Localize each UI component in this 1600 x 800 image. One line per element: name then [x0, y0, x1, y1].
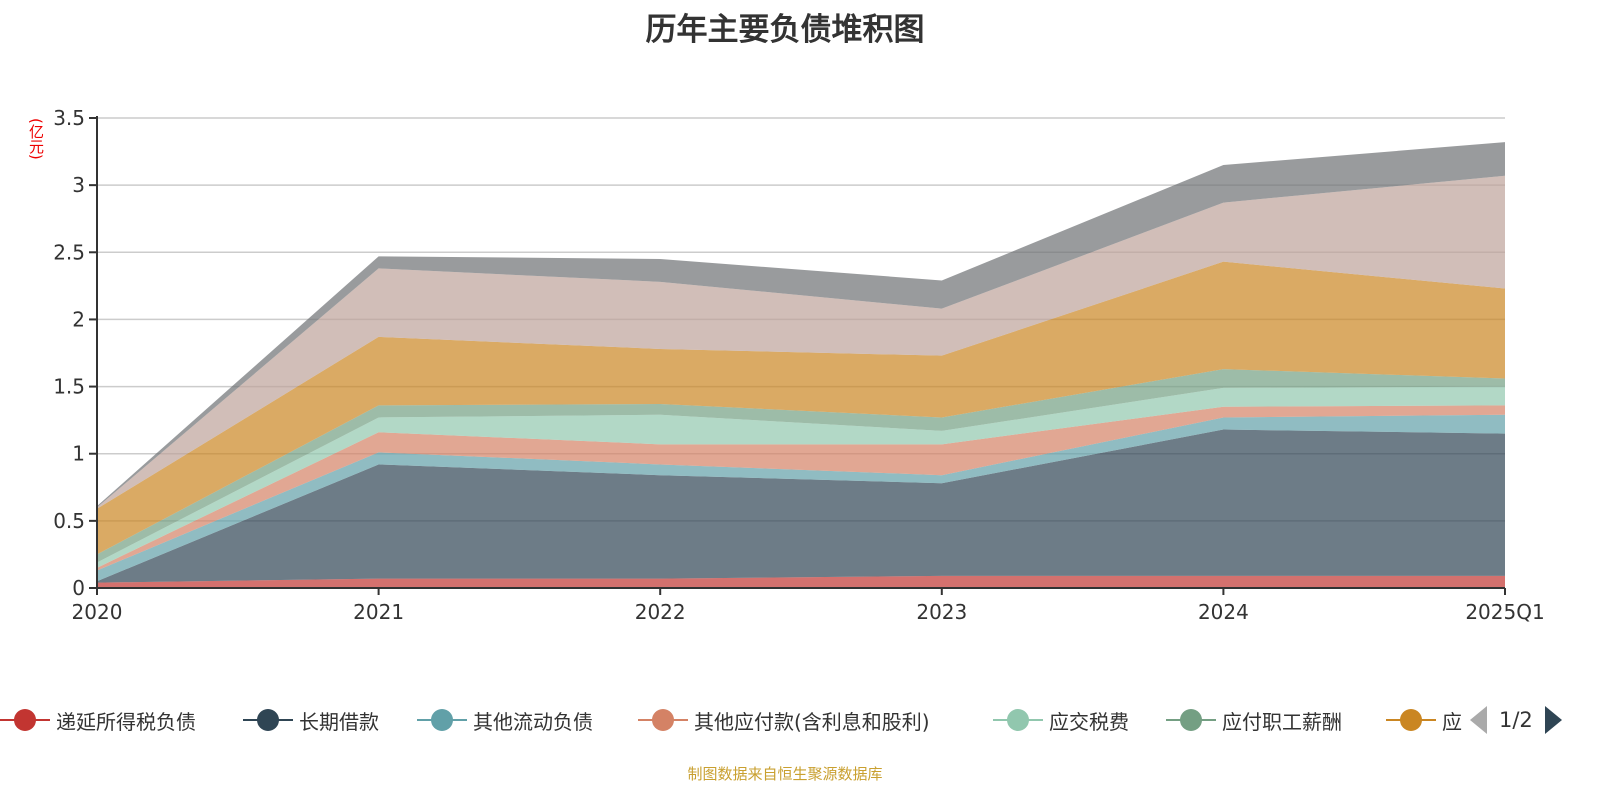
data-source-footer: 制图数据来自恒生聚源数据库 — [687, 765, 883, 783]
area-series-0 — [97, 575, 1505, 588]
legend-item[interactable]: 应 — [1386, 706, 1462, 734]
legend-prev-page-icon[interactable] — [1470, 706, 1487, 734]
y-tick-label: 3.5 — [53, 106, 85, 130]
x-tick-label: 2024 — [1198, 600, 1249, 624]
area-series-2 — [97, 414, 1505, 582]
legend-marker-icon — [1386, 706, 1436, 734]
legend-label: 应付职工薪酬 — [1222, 709, 1342, 734]
x-tick-label: 2023 — [916, 600, 967, 624]
legend-label: 其他流动负债 — [473, 709, 593, 734]
x-tick-label: 2022 — [635, 600, 686, 624]
legend-label: 应 — [1442, 709, 1462, 734]
y-tick-label: 1 — [72, 442, 85, 466]
y-tick-label: 0 — [72, 576, 85, 600]
x-tick-label: 2021 — [353, 600, 404, 624]
legend-marker-icon — [243, 706, 293, 734]
legend-item[interactable]: 递延所得税负债 — [0, 706, 196, 734]
chart-title: 历年主要负债堆积图 — [645, 12, 925, 48]
y-axis-unit-label: (亿元) — [27, 118, 45, 160]
x-tick-label: 2025Q1 — [1465, 600, 1544, 624]
legend-marker-icon — [417, 706, 467, 734]
y-tick-label: 2.5 — [53, 240, 85, 264]
legend-item[interactable]: 应付职工薪酬 — [1166, 706, 1342, 734]
area-series-1 — [97, 429, 1505, 583]
legend-marker-icon — [1166, 706, 1216, 734]
y-tick-label: 2 — [72, 307, 85, 331]
area-series-3 — [97, 405, 1505, 571]
y-tick-label: 1.5 — [53, 375, 85, 399]
legend-pager: 1/2 — [1470, 704, 1562, 736]
legend-item[interactable]: 应交税费 — [993, 706, 1129, 734]
legend: 递延所得税负债 长期借款 其他流动负债 其他应付款(含利息和股利) 应交税费 应付职工薪酬… — [0, 706, 1465, 734]
area-series-7 — [97, 175, 1505, 509]
y-tick-label: 3 — [72, 173, 85, 197]
area-series-8 — [97, 142, 1505, 508]
legend-marker-icon — [638, 706, 688, 734]
legend-label: 递延所得税负债 — [56, 709, 196, 734]
legend-item[interactable]: 长期借款 — [243, 706, 379, 734]
legend-label: 其他应付款(含利息和股利) — [694, 709, 930, 734]
x-tick-label: 2020 — [72, 600, 123, 624]
legend-label: 应交税费 — [1049, 709, 1129, 734]
stacked-area-chart: 0 0.5 1 1.5 2 2.5 3 3.5 2020 2021 2022 2023 2024 2025… — [53, 106, 1545, 624]
legend-page-indicator: 1/2 — [1499, 708, 1533, 732]
area-series-4 — [97, 386, 1505, 568]
legend-item[interactable]: 其他应付款(含利息和股利) — [638, 706, 930, 734]
y-tick-label: 0.5 — [53, 509, 85, 533]
area-series-6 — [97, 261, 1505, 555]
legend-item[interactable]: 其他流动负债 — [417, 706, 593, 734]
legend-marker-icon — [0, 706, 50, 734]
legend-next-page-icon[interactable] — [1544, 706, 1562, 734]
legend-label: 长期借款 — [299, 709, 379, 734]
legend-marker-icon — [993, 706, 1043, 734]
